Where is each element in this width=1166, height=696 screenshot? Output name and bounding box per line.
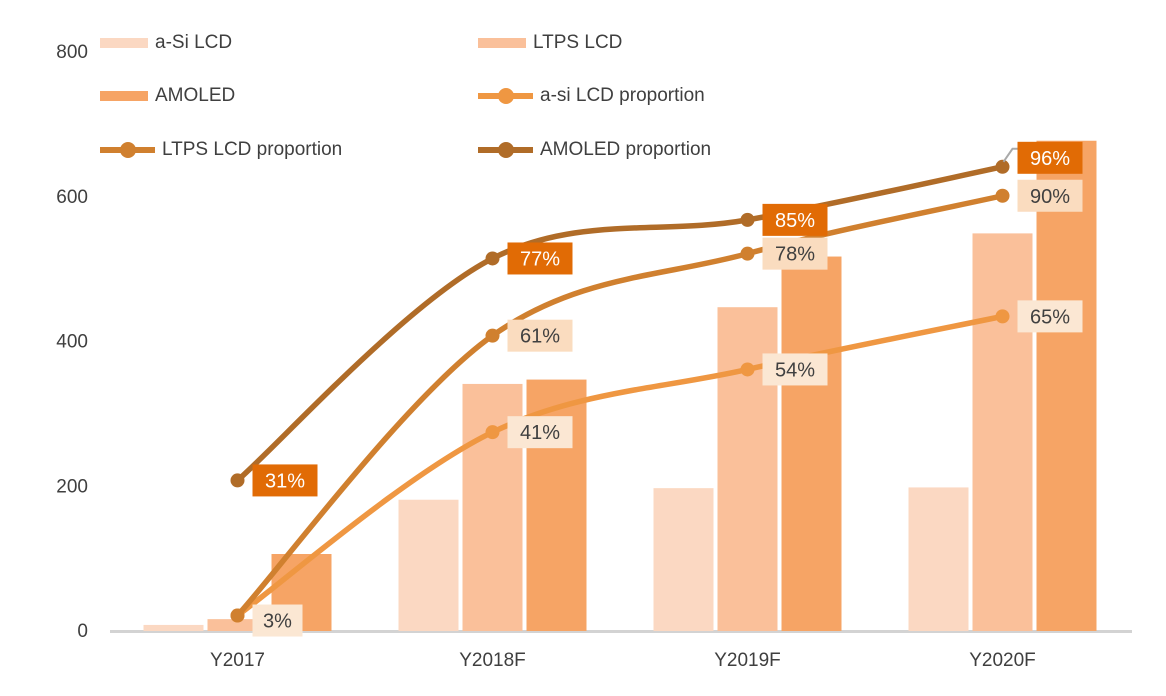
y-axis-tick-label: 200: [56, 476, 88, 497]
chart-legend: a-Si LCD LTPS LCD AMOLED a-si LCD proportio…: [0, 0, 1166, 180]
line-ltps-lcd-proportion: [234, 193, 1006, 619]
point-label-box-78: [762, 237, 828, 270]
line-amoled-proportion: [234, 164, 1006, 484]
point-label-box-41: [507, 416, 573, 449]
legend-item-amoled-proportion[interactable]: AMOLED proportion: [478, 139, 711, 161]
point-label-77: 77%: [520, 248, 560, 270]
bar-ltps-lcd-y2020f: [972, 233, 1033, 631]
legend-label: LTPS LCD: [533, 32, 623, 53]
legend-line-dot-marker: [119, 142, 136, 158]
legend-item-a-si-lcd-proportion[interactable]: a-si LCD proportion: [478, 85, 705, 107]
point-label-31: 31%: [265, 470, 305, 492]
point-ltps-lcd-proportion-y2019f: [740, 246, 755, 261]
point-a-si-lcd-proportion-y2020f: [995, 309, 1010, 324]
point-amoled-proportion-y2017: [230, 473, 245, 488]
point-label-96: 96%: [1030, 148, 1070, 170]
legend-label: a-Si LCD: [155, 32, 233, 53]
legend-line-dot-marker: [497, 142, 514, 158]
bar-a-si-lcd-y2018f: [398, 499, 459, 631]
point-label-box-77: [507, 242, 573, 275]
point-ltps-lcd-proportion-y2017: [230, 608, 245, 623]
legend-bar-swatch-icon: [100, 91, 148, 101]
point-label-41: 41%: [520, 422, 560, 444]
point-label-box-54: [762, 353, 828, 386]
point-ltps-lcd-proportion-y2018f: [485, 328, 500, 343]
x-axis-label-y2018f: Y2018F: [459, 650, 526, 671]
x-axis-label-y2017: Y2017: [210, 650, 265, 671]
label-leader-line: [1002, 147, 1018, 163]
legend-line-marker-icon: [478, 142, 533, 158]
legend-line-dot-marker: [497, 88, 514, 104]
y-axis-tick-label: 400: [56, 332, 88, 353]
x-axis-label-y2019f: Y2019F: [714, 650, 781, 671]
point-label-90: 90%: [1030, 186, 1070, 208]
point-ltps-lcd-proportion-y2020f: [995, 188, 1010, 203]
point-a-si-lcd-proportion-y2019f: [740, 362, 755, 377]
legend-line-marker-icon: [100, 142, 155, 158]
bar-amoled-y2020f: [1036, 140, 1097, 631]
point-label-box-31: [252, 464, 318, 497]
legend-label: AMOLED: [155, 85, 236, 106]
legend-label: AMOLED proportion: [540, 139, 712, 160]
point-amoled-proportion-y2020f: [995, 159, 1010, 174]
legend-item-ltps-lcd-proportion[interactable]: LTPS LCD proportion: [100, 139, 342, 161]
point-label-54: 54%: [775, 359, 815, 381]
point-label-box-96: [1017, 141, 1083, 174]
point-label-3: 3%: [263, 611, 292, 633]
legend-bar-swatch-icon: [478, 38, 526, 48]
bar-ltps-lcd-y2017: [207, 619, 268, 631]
bar-a-si-lcd-y2019f: [653, 488, 714, 631]
point-label-box-85: [762, 203, 828, 236]
point-label-box-65: [1017, 300, 1083, 333]
point-label-box-61: [507, 319, 573, 352]
point-label-65: 65%: [1030, 306, 1070, 328]
y-axis-tick-label: 600: [56, 187, 88, 208]
legend-label: a-si LCD proportion: [540, 85, 705, 106]
legend-item-amoled[interactable]: AMOLED: [100, 85, 235, 107]
x-axis-label-y2020f: Y2020F: [969, 650, 1036, 671]
legend-label: LTPS LCD proportion: [162, 139, 343, 160]
bar-a-si-lcd-y2020f: [908, 487, 969, 631]
legend-item-ltps-lcd[interactable]: LTPS LCD: [478, 32, 622, 54]
point-a-si-lcd-proportion-y2018f: [485, 425, 500, 440]
point-amoled-proportion-y2019f: [740, 212, 755, 227]
legend-line-marker-icon: [478, 88, 533, 104]
point-label-85: 85%: [775, 210, 815, 232]
point-amoled-proportion-y2018f: [485, 251, 500, 266]
legend-bar-swatch-icon: [100, 38, 148, 48]
line-a-si-lcd-proportion: [234, 313, 1006, 619]
point-label-box-3: [252, 604, 303, 637]
legend-item-a-si-lcd[interactable]: a-Si LCD: [100, 32, 232, 54]
bar-a-si-lcd-y2017: [143, 624, 204, 631]
bar-amoled-y2019f: [781, 256, 842, 631]
y-axis-tick-label: 800: [56, 42, 88, 63]
y-axis-tick-label: 0: [77, 621, 88, 642]
point-label-61: 61%: [520, 326, 560, 348]
point-label-box-90: [1017, 179, 1083, 212]
point-label-78: 78%: [775, 244, 815, 266]
